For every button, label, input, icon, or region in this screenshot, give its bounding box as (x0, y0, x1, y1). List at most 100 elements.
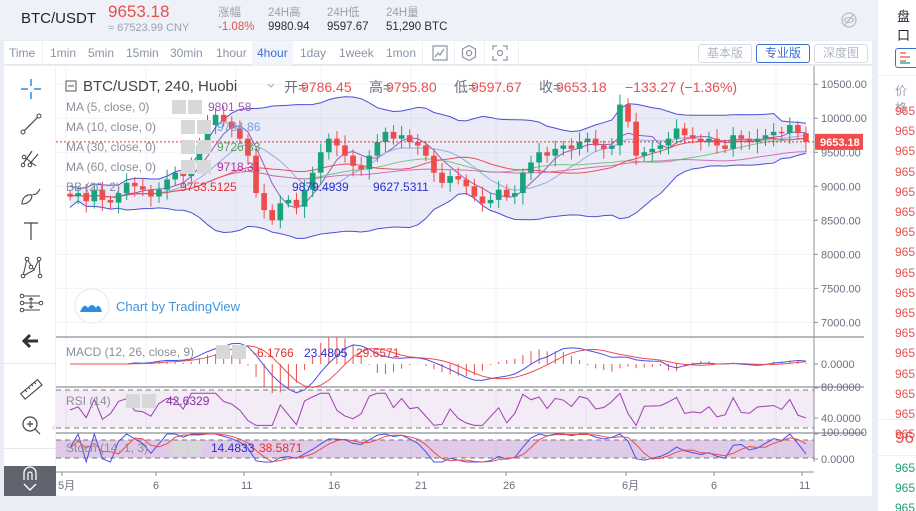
measure-icon[interactable] (18, 290, 44, 316)
indicator-close-icon[interactable] (197, 140, 211, 154)
indicator-value: 9784.86 (217, 120, 261, 134)
price-change: −133.27 (−1.36%) (625, 79, 737, 95)
interval-30min[interactable]: 30min (170, 46, 203, 60)
candle-body (600, 145, 607, 149)
divider (484, 41, 485, 65)
candle-body (479, 196, 486, 204)
brush-icon[interactable] (18, 182, 44, 208)
back-arrow-icon[interactable] (18, 328, 44, 354)
trend-line-icon[interactable] (18, 111, 44, 137)
price-tick: 10500.00 (821, 79, 867, 91)
indicator-close-icon[interactable] (188, 100, 202, 114)
crosshair-icon[interactable] (18, 76, 44, 102)
hide-eye-icon[interactable] (840, 11, 858, 29)
ohlc-value: 9597.67 (471, 79, 522, 95)
macd-value: 23.4805 (304, 346, 348, 360)
bid-price[interactable]: 965 (895, 461, 916, 475)
indicator-name-ma0: MA (5, close, 0) (66, 100, 149, 114)
ask-price[interactable]: 965 (895, 144, 916, 159)
collapse-toolbar-chevron[interactable]: ‹ (52, 422, 56, 433)
fullscreen-icon[interactable] (491, 44, 509, 62)
interval-1week[interactable]: 1week (339, 46, 374, 60)
candle-body (447, 176, 453, 183)
ask-price[interactable]: 965 (895, 124, 916, 139)
settings-icon[interactable] (460, 44, 478, 62)
tradingview-watermark[interactable]: Chart by TradingView (116, 299, 241, 314)
ask-price[interactable]: 965 (895, 407, 916, 421)
candle-body (228, 121, 235, 129)
indicator-settings-icon[interactable] (126, 394, 140, 408)
bid-price[interactable]: 965 (895, 501, 916, 511)
price-chart[interactable]: BTC/USDT, 240, Huobi 开=9786.45 高=9795.80 低=… (56, 66, 872, 496)
pair-name: BTC/USDT (21, 10, 96, 27)
indicator-close-icon[interactable] (142, 394, 156, 408)
indicator-settings-icon[interactable] (181, 120, 195, 134)
candle-body (99, 189, 106, 200)
magnet-icon (23, 466, 37, 491)
candle-body (689, 135, 696, 139)
ruler-icon[interactable] (18, 376, 44, 402)
candle-body (342, 145, 348, 156)
candle-body (75, 193, 81, 197)
candle-body (552, 148, 559, 156)
ohlc-value: 9795.80 (386, 79, 437, 95)
candle-body (220, 114, 227, 122)
candle-body (576, 142, 583, 149)
ask-price[interactable]: 965 (895, 386, 916, 401)
indicator-close-icon[interactable] (197, 160, 211, 174)
bid-price[interactable]: 965 (895, 481, 916, 495)
interval-1mon[interactable]: 1mon (386, 46, 417, 60)
interval-1min[interactable]: 1min (50, 46, 77, 60)
indicator-settings-icon[interactable] (181, 140, 195, 154)
interval-1day[interactable]: 1day (300, 46, 327, 60)
text-icon[interactable] (18, 218, 44, 244)
orderbook-mode-button[interactable] (895, 48, 916, 68)
pitchfork-icon[interactable] (18, 146, 44, 172)
pattern-icon[interactable] (18, 254, 44, 280)
indicator-settings-icon[interactable] (172, 441, 186, 455)
interval-15min[interactable]: 15min (126, 46, 159, 60)
interval-time[interactable]: Time (9, 46, 36, 60)
interval-1hour[interactable]: 1hour (216, 46, 247, 60)
candle-body (350, 155, 356, 166)
indicator-settings-icon[interactable] (216, 345, 230, 359)
candle-body (414, 142, 421, 146)
ask-price[interactable]: 965 (895, 265, 916, 280)
ask-price[interactable]: 965 (895, 366, 916, 381)
candle-body (722, 145, 728, 149)
ask-price[interactable]: 965 (895, 245, 916, 260)
pro-version-button[interactable]: 专业版 (756, 44, 811, 63)
indicator-icon[interactable] (431, 44, 449, 62)
ask-price[interactable]: 965 (895, 225, 916, 240)
candle-body (172, 172, 179, 180)
indicator-close-icon[interactable] (232, 345, 246, 359)
ask-price[interactable]: 965 (895, 205, 916, 219)
zoom-in-icon[interactable] (18, 412, 44, 438)
ask-price[interactable]: 965 (895, 184, 916, 199)
interval-4hour[interactable]: 4hour (252, 41, 293, 65)
cny-equivalent: ≈ 67523.99 CNY (108, 22, 190, 34)
ask-price[interactable]: 965 (895, 104, 916, 118)
basic-version-button[interactable]: 基本版 (698, 44, 753, 63)
ask-price[interactable]: 965 (895, 306, 916, 320)
depth-chart-button[interactable]: 深度图 (814, 44, 869, 63)
ask-price[interactable]: 965 (895, 427, 916, 442)
indicator-settings-icon[interactable] (181, 160, 195, 174)
indicator-name-rsi: RSI (14) (66, 394, 111, 408)
stoch-value: 38.5871 (259, 441, 303, 455)
indicator-close-icon[interactable] (197, 120, 211, 134)
indicator-settings-icon[interactable] (172, 100, 186, 114)
divider (422, 41, 423, 65)
ask-price[interactable]: 965 (895, 164, 916, 179)
collapse-legend-icon[interactable] (65, 80, 77, 92)
chevron-down-icon[interactable] (267, 83, 275, 88)
interval-5min[interactable]: 5min (88, 46, 115, 60)
ask-price[interactable]: 965 (895, 346, 916, 361)
indicator-close-icon[interactable] (188, 441, 202, 455)
ask-price[interactable]: 965 (895, 326, 916, 341)
ask-price[interactable]: 965 (895, 285, 916, 300)
candle-body (237, 128, 243, 139)
magnet-toggle[interactable] (4, 466, 56, 496)
candle-body (697, 138, 704, 143)
